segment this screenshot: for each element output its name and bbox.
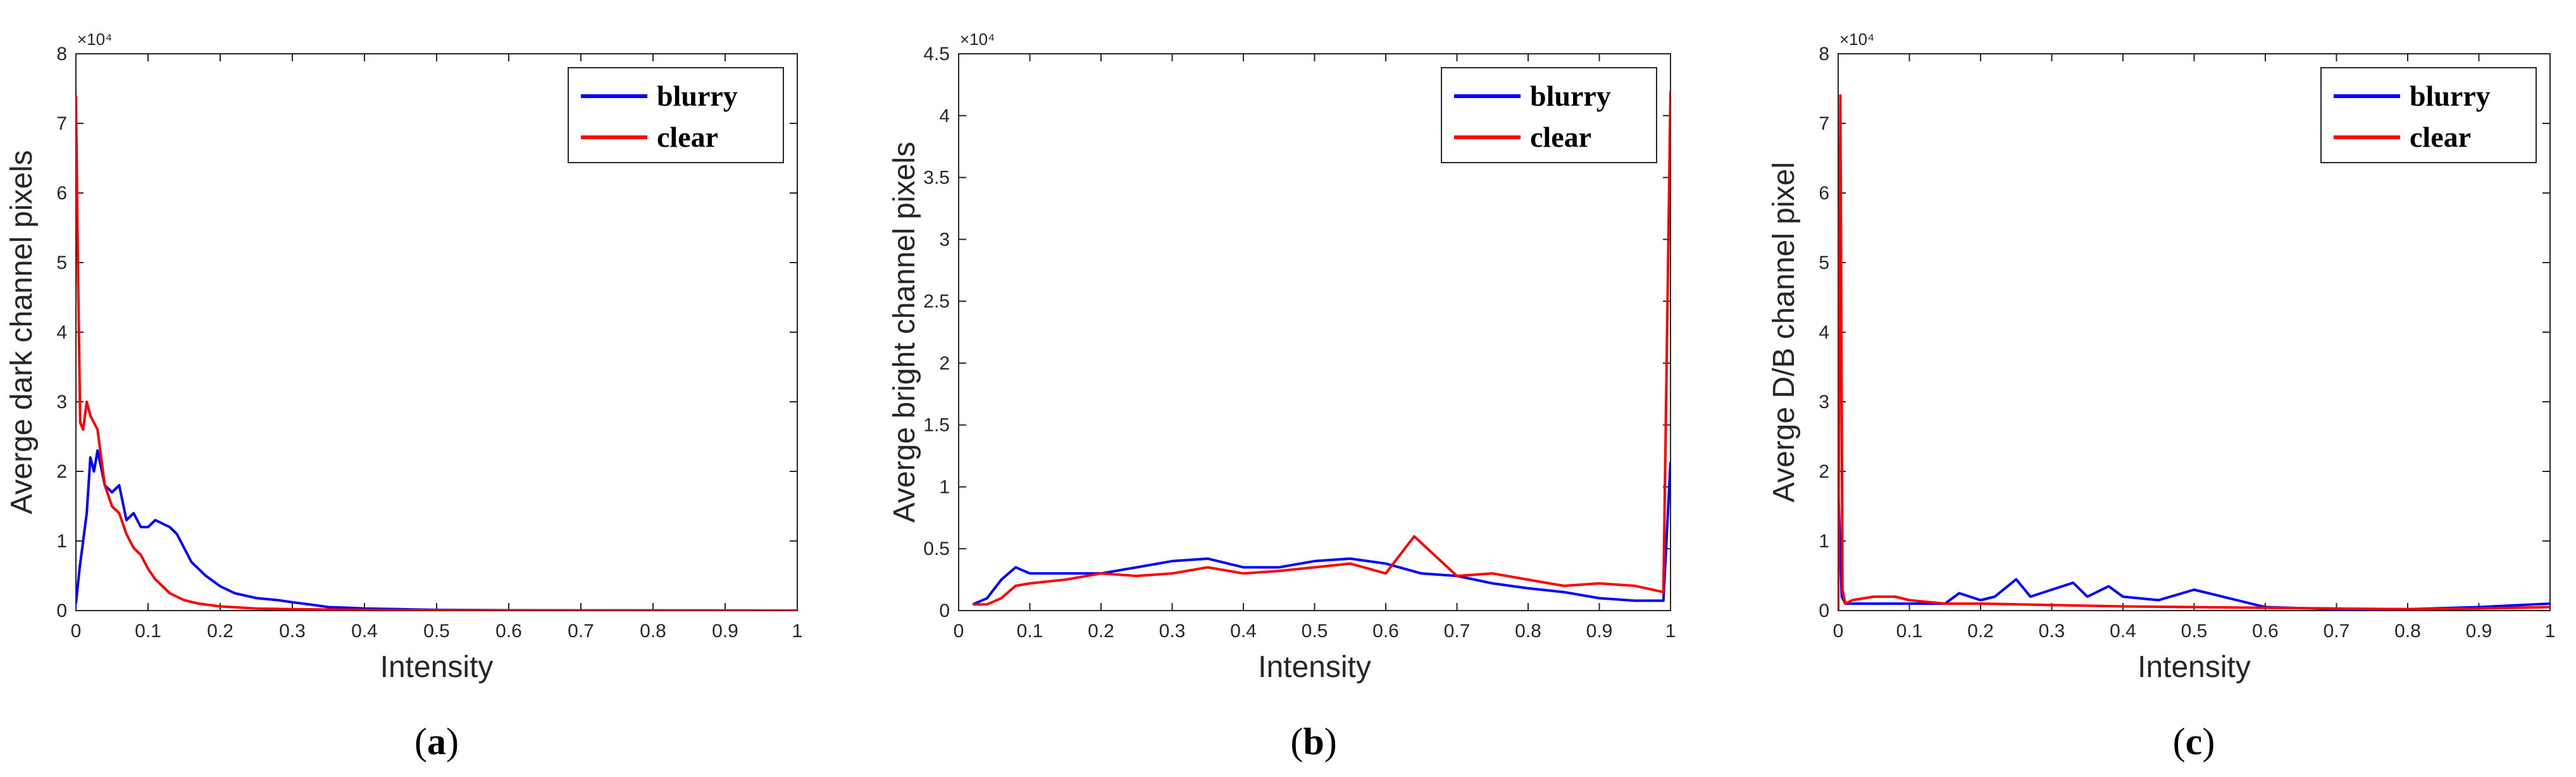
y-tick-label: 5	[1819, 252, 1829, 273]
y-tick-label: 1	[1819, 531, 1829, 552]
chart-panel-b: 0 0.1 0.2 0.3 0.4 0.5 0.6 0.7 0.8 0.9 1 0 0.5 1 1.5 2 2.…	[888, 30, 1676, 762]
y-tick-label: 6	[1819, 183, 1829, 204]
panel-label: (a)	[414, 721, 459, 762]
x-tick-label: 0.1	[135, 621, 161, 642]
legend-label-clear: clear	[2410, 121, 2471, 153]
legend: blurry clear	[2320, 67, 2537, 163]
y-tick-label: 6	[56, 183, 67, 204]
x-tick-label: 1	[2545, 621, 2556, 642]
x-tick-label: 0.7	[2324, 621, 2350, 642]
x-tick-label: 0.1	[1017, 621, 1043, 642]
y-tick-label: 3	[939, 229, 950, 250]
y-tick-label: 1.5	[923, 415, 950, 436]
y-tick-label: 7	[56, 113, 67, 134]
y-tick-label: 2	[56, 461, 67, 482]
y-tick-label: 7	[1819, 113, 1829, 134]
y-tick-label: 5	[56, 252, 67, 273]
y-tick-label: 2	[1819, 461, 1829, 482]
x-tick-label: 0.2	[1088, 621, 1114, 642]
x-axis-label: Intensity	[380, 650, 494, 684]
y-tick-label: 3	[1819, 392, 1829, 413]
y-tick-label: 0	[1819, 600, 1829, 621]
x-tick-label: 0.2	[1967, 621, 1994, 642]
panel-label: (b)	[1290, 721, 1336, 762]
x-tick-label: 0	[954, 621, 964, 642]
axis-exponent-label: ×10⁴	[77, 30, 112, 49]
y-tick-label: 0.5	[923, 538, 950, 559]
x-tick-label: 0.6	[495, 621, 522, 642]
chart-panel-c: 0 0.1 0.2 0.3 0.4 0.5 0.6 0.7 0.8 0.9 1 0 1 2 3 4 5 6 7 8 ×1…	[1767, 30, 2555, 762]
x-tick-label: 0.5	[1302, 621, 1328, 642]
series-line-clear	[973, 90, 1671, 606]
x-tick-label: 0.3	[279, 621, 306, 642]
y-tick-label: 3	[56, 392, 67, 413]
x-tick-label: 0.9	[712, 621, 738, 642]
x-tick-label: 0.8	[1515, 621, 1541, 642]
x-tick-label: 0.8	[640, 621, 666, 642]
x-tick-label: 0.6	[1372, 621, 1399, 642]
x-tick-label: 0.3	[2039, 621, 2065, 642]
legend-box	[568, 67, 784, 163]
series-line-clear	[76, 95, 797, 611]
x-tick-label: 0.7	[1444, 621, 1471, 642]
x-tick-label: 0.5	[423, 621, 450, 642]
x-tick-label: 1	[1665, 621, 1676, 642]
legend-box	[1441, 67, 1657, 163]
y-tick-label: 0	[939, 600, 950, 621]
x-tick-label: 0.4	[1230, 621, 1257, 642]
legend: blurry clear	[1441, 67, 1657, 163]
x-tick-label: 0.9	[1586, 621, 1613, 642]
x-tick-label: 0.7	[568, 621, 594, 642]
series-line-clear	[1838, 94, 2550, 611]
y-tick-label: 4.5	[923, 44, 950, 65]
x-tick-label: 0.1	[1896, 621, 1923, 642]
y-axis-label: Averge dark channel pixels	[5, 150, 39, 514]
legend-box	[2320, 67, 2537, 163]
y-tick-label: 4	[1819, 322, 1829, 343]
legend-label-clear: clear	[657, 121, 718, 153]
y-tick-label: 1	[939, 476, 950, 497]
axis-exponent-label: ×10⁴	[1839, 30, 1874, 49]
legend-label-clear: clear	[1530, 121, 1591, 153]
y-tick-label: 0	[56, 600, 67, 621]
x-axis-label: Intensity	[2137, 650, 2251, 684]
y-tick-label: 8	[1819, 44, 1829, 65]
y-tick-label: 4	[56, 322, 67, 343]
x-tick-label: 0.5	[2181, 621, 2208, 642]
y-tick-label: 3.5	[923, 168, 950, 189]
x-tick-label: 0.6	[2252, 621, 2279, 642]
series-line-blurry	[972, 462, 1671, 606]
y-tick-label: 1	[56, 531, 67, 552]
x-axis-label: Intensity	[1258, 650, 1371, 684]
legend-label-blurry: blurry	[1530, 80, 1611, 112]
x-tick-label: 0	[71, 621, 82, 642]
legend-label-blurry: blurry	[657, 80, 738, 112]
axis-exponent-label: ×10⁴	[960, 30, 995, 49]
x-tick-label: 0.4	[351, 621, 378, 642]
y-tick-label: 2.5	[923, 291, 950, 312]
legend-label-blurry: blurry	[2410, 80, 2491, 112]
y-axis-label: Averge D/B channel pixel	[1767, 162, 1801, 502]
x-tick-label: 0.9	[2466, 621, 2492, 642]
x-tick-label: 0.3	[1159, 621, 1186, 642]
legend: blurry clear	[568, 67, 784, 163]
x-tick-label: 1	[792, 621, 803, 642]
y-tick-label: 8	[56, 44, 67, 65]
x-tick-label: 0.8	[2394, 621, 2421, 642]
x-tick-label: 0.2	[207, 621, 233, 642]
chart-panel-a: 0 0.1 0.2 0.3 0.4 0.5 0.6 0.7 0.8 0.9 1 0 1 2 3 4 5 6 7 8 ×1…	[5, 30, 802, 762]
x-tick-label: 0	[1833, 621, 1844, 642]
panel-label: (c)	[2173, 721, 2215, 762]
y-tick-label: 2	[939, 353, 950, 374]
y-tick-label: 4	[939, 106, 950, 127]
x-tick-label: 0.4	[2110, 621, 2136, 642]
y-axis-label: Averge bright channel pixels	[888, 142, 921, 523]
